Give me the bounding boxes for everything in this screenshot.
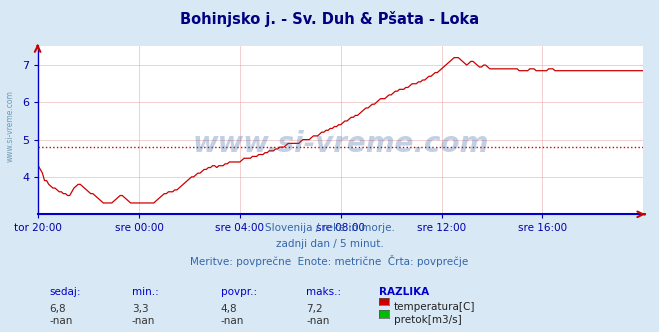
Text: Slovenija / reke in morje.: Slovenija / reke in morje. (264, 223, 395, 233)
Text: -nan: -nan (132, 316, 155, 326)
Text: 7,2: 7,2 (306, 304, 323, 314)
Text: maks.:: maks.: (306, 287, 341, 297)
Text: RAZLIKA: RAZLIKA (379, 287, 429, 297)
Text: pretok[m3/s]: pretok[m3/s] (394, 315, 462, 325)
Text: -nan: -nan (49, 316, 72, 326)
Text: www.si-vreme.com: www.si-vreme.com (192, 130, 489, 158)
Text: www.si-vreme.com: www.si-vreme.com (5, 90, 14, 162)
Text: -nan: -nan (306, 316, 330, 326)
Text: Meritve: povprečne  Enote: metrične  Črta: povprečje: Meritve: povprečne Enote: metrične Črta:… (190, 255, 469, 267)
Text: Bohinjsko j. - Sv. Duh & Pšata - Loka: Bohinjsko j. - Sv. Duh & Pšata - Loka (180, 11, 479, 27)
Text: zadnji dan / 5 minut.: zadnji dan / 5 minut. (275, 239, 384, 249)
Text: 4,8: 4,8 (221, 304, 237, 314)
Text: povpr.:: povpr.: (221, 287, 257, 297)
Text: 6,8: 6,8 (49, 304, 66, 314)
Text: min.:: min.: (132, 287, 159, 297)
Text: temperatura[C]: temperatura[C] (394, 302, 476, 312)
Text: 3,3: 3,3 (132, 304, 148, 314)
Text: -nan: -nan (221, 316, 244, 326)
Text: sedaj:: sedaj: (49, 287, 81, 297)
